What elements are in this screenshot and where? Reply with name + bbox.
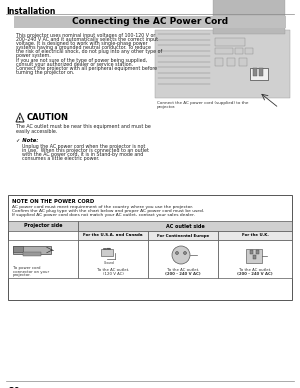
Text: This projector uses nominal input voltages of 100-120 V or: This projector uses nominal input voltag… <box>16 33 155 38</box>
Bar <box>13 246 23 252</box>
Circle shape <box>184 251 187 255</box>
Text: Ground: Ground <box>103 261 114 265</box>
Text: Unplug the AC power cord when the projector is not: Unplug the AC power cord when the projec… <box>22 144 146 149</box>
Text: To the AC outlet.: To the AC outlet. <box>97 268 129 272</box>
Bar <box>259 68 263 76</box>
Text: To the AC outlet.: To the AC outlet. <box>167 268 199 272</box>
Text: systems having a grounded neutral conductor. To reduce: systems having a grounded neutral conduc… <box>16 45 151 50</box>
Text: For Continental Europe: For Continental Europe <box>157 234 209 237</box>
Circle shape <box>176 251 178 255</box>
Text: If you are not sure of the type of power being supplied,: If you are not sure of the type of power… <box>16 57 147 62</box>
Bar <box>215 48 233 54</box>
Bar <box>250 250 253 254</box>
Text: projector.: projector. <box>157 105 176 109</box>
Bar <box>239 58 247 66</box>
Bar <box>215 38 245 46</box>
Text: consult your authorized dealer or service station.: consult your authorized dealer or servic… <box>16 62 133 67</box>
Bar <box>13 246 51 254</box>
Text: (120 V AC): (120 V AC) <box>103 272 123 276</box>
Text: power system.: power system. <box>16 54 51 59</box>
Text: turning the projector on.: turning the projector on. <box>16 70 74 75</box>
Bar <box>235 48 243 54</box>
Text: Connect the projector with all peripheral equipment before: Connect the projector with all periphera… <box>16 66 157 71</box>
Bar <box>253 68 257 76</box>
Text: To power cord: To power cord <box>13 266 40 270</box>
Bar <box>250 68 268 80</box>
Bar <box>78 231 148 240</box>
Bar <box>8 221 78 231</box>
Bar <box>218 240 292 278</box>
Circle shape <box>172 246 190 264</box>
Bar <box>148 240 218 278</box>
Text: ✓ Note:: ✓ Note: <box>16 138 38 143</box>
Bar <box>256 250 259 254</box>
Text: Connect the AC power cord (supplied) to the: Connect the AC power cord (supplied) to … <box>157 101 248 105</box>
Polygon shape <box>16 113 24 122</box>
Text: in use.  When this projector is connected to an outlet: in use. When this projector is connected… <box>22 148 149 153</box>
Bar <box>253 255 256 259</box>
Text: voltage. It is designed to work with single-phase power: voltage. It is designed to work with sin… <box>16 41 148 46</box>
Text: connector on your: connector on your <box>13 270 49 274</box>
Bar <box>78 221 292 231</box>
Bar <box>8 195 292 300</box>
Text: 200–240 V AC and it automatically selects the correct input: 200–240 V AC and it automatically select… <box>16 37 158 42</box>
Bar <box>213 0 285 34</box>
Text: projector.: projector. <box>13 273 32 277</box>
Text: CAUTION: CAUTION <box>27 113 69 122</box>
Text: AC outlet side: AC outlet side <box>166 223 204 229</box>
Text: For the U.S.A. and Canada: For the U.S.A. and Canada <box>83 234 143 237</box>
Bar <box>215 58 223 66</box>
Text: with the AC power cord, it is in Stand-by mode and: with the AC power cord, it is in Stand-b… <box>22 152 143 157</box>
Text: For the U.K.: For the U.K. <box>242 234 268 237</box>
Text: !: ! <box>18 116 22 123</box>
Bar <box>101 249 113 256</box>
Text: To the AC outlet.: To the AC outlet. <box>239 268 271 272</box>
Bar <box>8 240 78 278</box>
Text: the risk of electrical shock, do not plug into any other type of: the risk of electrical shock, do not plu… <box>16 49 162 54</box>
Bar <box>246 249 262 263</box>
Text: easily accessible.: easily accessible. <box>16 128 57 133</box>
Bar <box>227 58 235 66</box>
Text: If supplied AC power cord does not match your AC outlet, contact your sales deal: If supplied AC power cord does not match… <box>12 213 195 217</box>
Text: Connecting the AC Power Cord: Connecting the AC Power Cord <box>72 17 228 26</box>
Text: Projector side: Projector side <box>24 223 62 229</box>
Bar <box>14 16 286 28</box>
Text: Confirm the AC plug type with the chart below and proper AC power cord must be u: Confirm the AC plug type with the chart … <box>12 209 204 213</box>
Text: (200 - 240 V AC): (200 - 240 V AC) <box>237 272 273 276</box>
Bar <box>78 240 148 278</box>
Text: NOTE ON THE POWER CORD: NOTE ON THE POWER CORD <box>12 199 94 204</box>
Bar <box>148 231 218 240</box>
Text: consumes a little electric power.: consumes a little electric power. <box>22 156 100 161</box>
Text: The AC outlet must be near this equipment and must be: The AC outlet must be near this equipmen… <box>16 124 151 129</box>
Text: Installation: Installation <box>6 7 56 16</box>
Text: (200 - 240 V AC): (200 - 240 V AC) <box>165 272 201 276</box>
Text: 20: 20 <box>8 387 20 388</box>
Text: AC power cord must meet requirement of the country where you use the projector.: AC power cord must meet requirement of t… <box>12 205 193 209</box>
Bar <box>218 231 292 240</box>
Bar <box>155 30 290 98</box>
Bar <box>23 252 41 256</box>
Bar <box>245 48 253 54</box>
